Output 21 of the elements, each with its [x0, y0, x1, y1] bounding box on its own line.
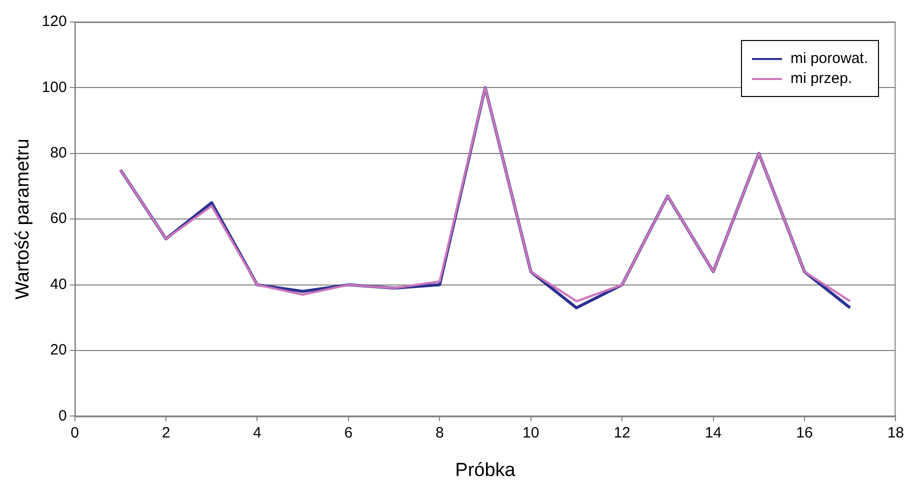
x-tick-label: 10 [522, 424, 540, 442]
y-tick-label: 120 [42, 13, 67, 30]
y-tick-label: 80 [50, 144, 67, 162]
x-tick-label: 6 [344, 424, 353, 442]
x-tick-label: 0 [70, 424, 79, 442]
y-tick-label: 20 [50, 342, 67, 359]
y-tick-label: 100 [42, 78, 67, 96]
y-tick-label: 40 [50, 276, 67, 293]
y-tick-label: 60 [50, 210, 67, 228]
x-tick-label: 18 [887, 424, 904, 442]
legend-label: mi porowat. [790, 50, 868, 67]
y-tick-label: 0 [58, 407, 67, 424]
x-tick-label: 2 [162, 424, 170, 442]
x-tick-label: 16 [796, 424, 813, 442]
legend-label: mi przep. [790, 70, 852, 87]
x-tick-label: 12 [614, 424, 630, 442]
x-axis-title: Próbka [455, 460, 516, 481]
x-tick-label: 8 [435, 424, 444, 442]
x-tick-label: 14 [704, 424, 722, 442]
x-tick-label: 4 [253, 424, 262, 442]
y-axis-title: Wartość parametru [12, 138, 34, 300]
